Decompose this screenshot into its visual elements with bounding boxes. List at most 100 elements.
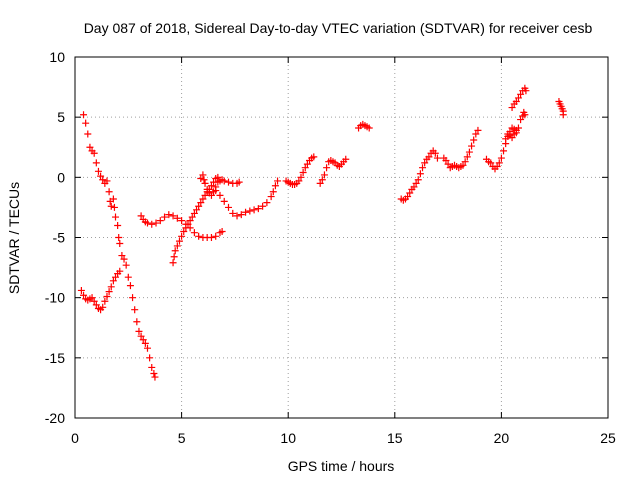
data-point-marker	[410, 183, 418, 191]
data-point-marker	[101, 297, 109, 305]
data-point-marker	[233, 212, 241, 220]
series-arc16	[517, 84, 530, 98]
data-point-marker	[152, 219, 160, 227]
series-arc13	[502, 126, 520, 143]
data-point-marker	[146, 354, 154, 362]
data-point-marker	[444, 160, 452, 168]
data-point-marker	[80, 291, 88, 299]
data-point-marker	[195, 202, 203, 210]
data-point-marker	[80, 111, 88, 119]
data-point-marker	[220, 197, 228, 205]
data-point-marker	[212, 187, 220, 195]
data-point-marker	[310, 153, 318, 161]
data-point-marker	[182, 224, 190, 232]
data-point-marker	[297, 173, 305, 181]
data-point-marker	[301, 164, 309, 172]
y-tick-label: -20	[45, 410, 65, 426]
data-point-marker	[267, 193, 275, 201]
data-point-marker	[487, 159, 495, 167]
data-point-marker	[178, 217, 186, 225]
y-tick-label: 5	[57, 109, 65, 125]
data-point-marker	[416, 170, 424, 178]
x-axis-label: GPS time / hours	[288, 458, 395, 474]
data-point-marker	[190, 229, 198, 237]
data-point-marker	[246, 207, 254, 215]
data-point-marker	[156, 217, 164, 225]
data-point-marker	[137, 332, 145, 340]
data-point-marker	[107, 202, 115, 210]
x-tick-label: 25	[600, 430, 616, 446]
data-point-marker	[109, 195, 117, 203]
data-point-marker	[512, 98, 520, 106]
data-point-marker	[169, 212, 177, 220]
data-point-marker	[84, 130, 92, 138]
x-tick-label: 10	[280, 430, 296, 446]
series-arc11	[440, 126, 482, 172]
y-tick-label: -15	[45, 350, 65, 366]
data-point-marker	[88, 294, 96, 302]
data-point-marker	[242, 208, 250, 216]
y-tick-label: -10	[45, 290, 65, 306]
x-tick-label: 15	[387, 430, 403, 446]
data-point-marker	[190, 209, 198, 217]
data-point-marker	[143, 219, 151, 227]
data-point-marker	[165, 211, 173, 219]
series-arc5	[197, 171, 243, 199]
data-point-marker	[320, 171, 328, 179]
x-tick-labels: 0 5 10 15 20 25	[71, 430, 616, 446]
data-point-marker	[161, 213, 169, 221]
data-point-marker	[201, 191, 209, 199]
data-point-marker	[171, 247, 179, 255]
data-point-marker	[200, 176, 208, 184]
data-point-marker	[151, 373, 159, 381]
data-point-marker	[207, 191, 215, 199]
data-point-marker	[195, 232, 203, 240]
data-point-marker	[295, 177, 303, 185]
data-point-marker	[126, 282, 134, 290]
data-point-marker	[180, 227, 188, 235]
y-tick-label: 10	[49, 49, 65, 65]
data-point-marker	[175, 237, 183, 245]
data-point-marker	[173, 242, 181, 250]
data-point-marker	[131, 306, 139, 314]
data-point-marker	[103, 177, 111, 185]
data-point-marker	[197, 175, 205, 183]
y-axis-label: SDTVAR / TECUs	[6, 182, 22, 294]
data-point-marker	[259, 202, 267, 210]
y-tick-label: -5	[53, 230, 66, 246]
data-point-marker	[143, 344, 151, 352]
data-point-marker	[269, 188, 277, 196]
data-point-marker	[250, 206, 258, 214]
data-point-marker	[431, 149, 439, 157]
data-point-marker	[122, 261, 130, 269]
data-point-marker	[90, 297, 98, 305]
data-point-marker	[186, 217, 194, 225]
data-point-marker	[97, 172, 105, 180]
data-point-marker	[193, 206, 201, 214]
data-point-marker	[184, 220, 192, 228]
data-point-marker	[419, 164, 427, 172]
series-arc4	[169, 173, 222, 267]
data-point-marker	[225, 203, 233, 211]
data-point-marker	[470, 136, 478, 144]
data-point-marker	[254, 205, 262, 213]
data-point-marker	[421, 159, 429, 167]
data-point-marker	[105, 188, 113, 196]
data-point-marker	[109, 277, 117, 285]
data-point-marker	[263, 199, 271, 207]
data-point-marker	[148, 220, 156, 228]
data-point-marker	[188, 213, 196, 221]
y-tick-labels: -20 -15 -10 -5 0 5 10	[45, 49, 65, 426]
grid	[75, 57, 608, 418]
data-point-marker	[433, 154, 441, 162]
data-point-marker	[274, 177, 282, 185]
data-point-marker	[218, 227, 226, 235]
data-point-marker	[514, 94, 522, 102]
series-arc1	[80, 111, 159, 381]
data-point-marker	[148, 363, 156, 371]
y-tick-label: 0	[57, 169, 65, 185]
data-point-marker	[461, 158, 469, 166]
data-point-marker	[412, 179, 420, 187]
data-point-marker	[472, 130, 480, 138]
series-arc7	[282, 153, 318, 189]
